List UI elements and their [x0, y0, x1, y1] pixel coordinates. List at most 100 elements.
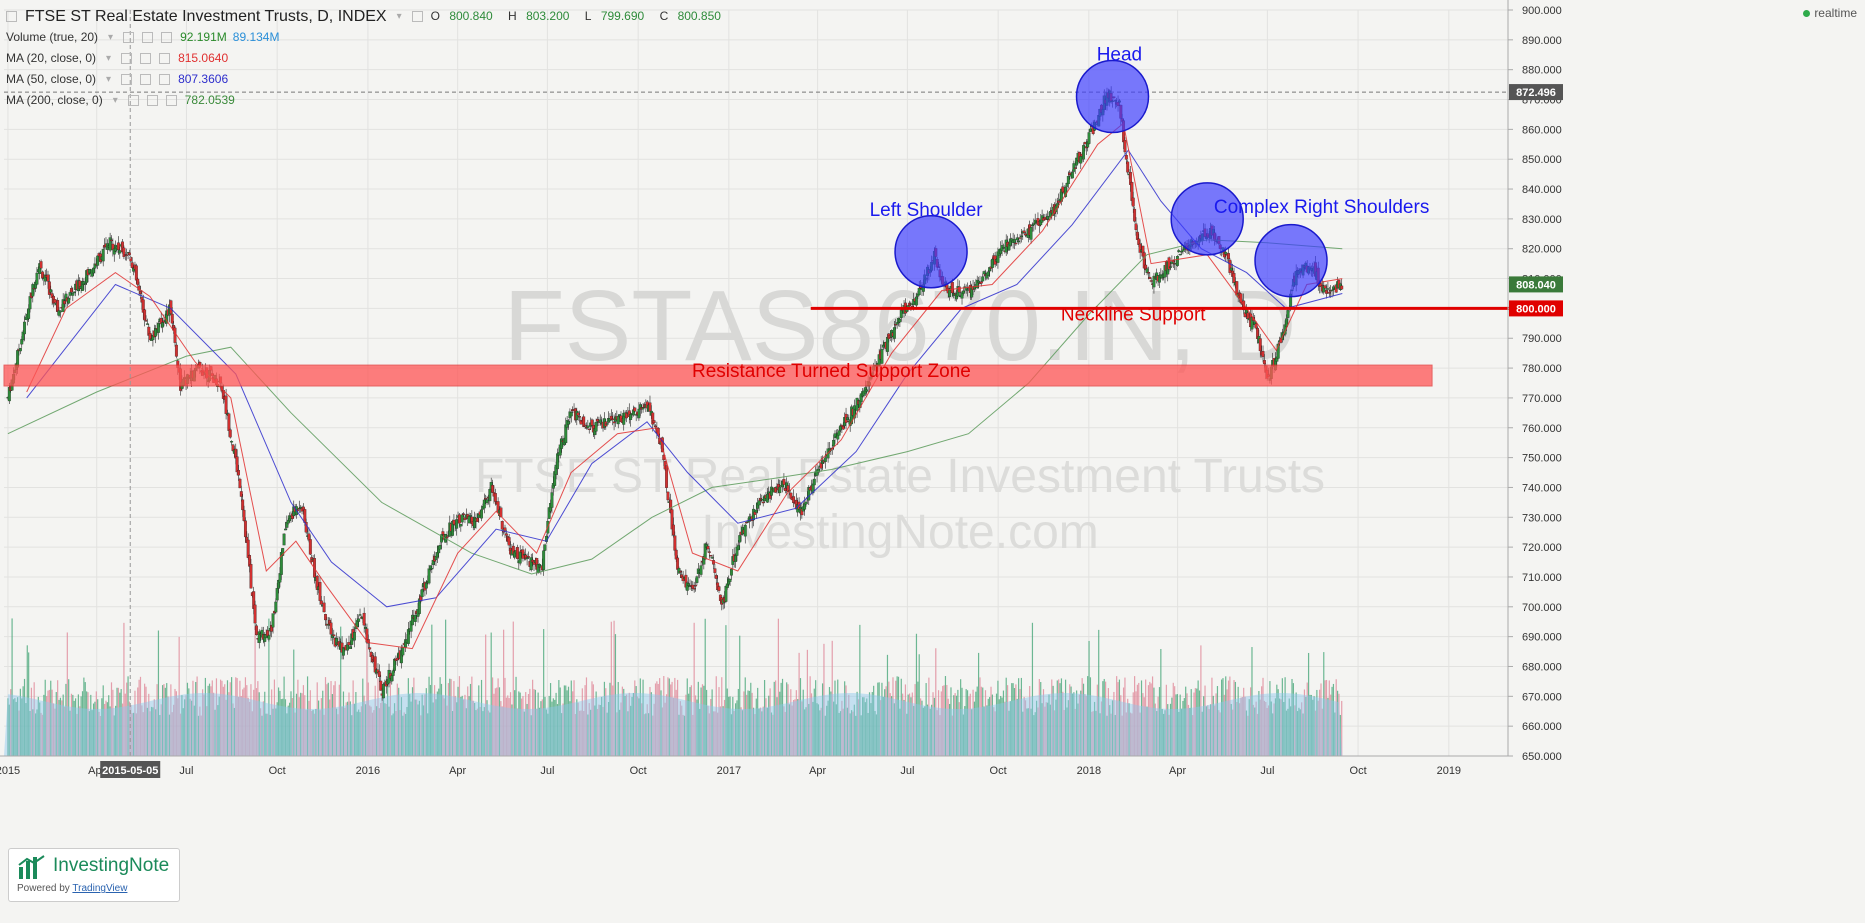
volume-bar — [884, 689, 886, 756]
eye-icon[interactable] — [121, 53, 133, 64]
volume-bar — [577, 702, 579, 756]
candle-body — [362, 612, 366, 626]
settings-icon[interactable] — [411, 11, 423, 22]
eye-icon[interactable] — [127, 95, 139, 106]
collapse-icon[interactable] — [6, 11, 17, 22]
candle-body — [237, 469, 240, 476]
close-icon[interactable] — [161, 32, 173, 43]
volume-bar — [585, 677, 588, 756]
volume-bar — [163, 684, 165, 756]
volume-bar — [246, 685, 248, 756]
volume-bar — [540, 701, 542, 756]
volume-bar — [30, 687, 33, 756]
time-axis-label: 2016 — [356, 765, 380, 777]
close-icon[interactable] — [159, 53, 171, 64]
investingnote-logo-icon — [18, 855, 45, 879]
watermark-site: InvestingNote.com — [701, 506, 1099, 559]
chevron-down-icon[interactable]: ▾ — [112, 95, 118, 106]
volume-bar — [773, 681, 775, 756]
volume-bar — [777, 618, 779, 756]
volume-bar — [58, 699, 60, 756]
volume-bar — [1183, 698, 1185, 756]
close-icon[interactable] — [159, 74, 171, 85]
tradingview-link[interactable]: TradingView — [72, 883, 128, 894]
volume-bar — [1111, 700, 1114, 756]
volume-bar — [1211, 677, 1213, 756]
candle-body — [899, 309, 903, 318]
candle-body — [364, 626, 368, 629]
indicator-ma50[interactable]: MA (50, close, 0) ▾ 807.3606 — [6, 69, 733, 90]
volume-bar — [250, 684, 252, 756]
volume-bar — [450, 679, 452, 756]
volume-bar — [119, 692, 121, 756]
candle-body — [1079, 156, 1083, 164]
volume-bar — [801, 701, 803, 756]
volume-bar — [624, 695, 626, 756]
volume-bar — [1015, 684, 1017, 756]
volume-bar — [690, 685, 693, 756]
volume-bar — [76, 713, 78, 756]
investingnote-logo[interactable]: InvestingNote Powered by TradingView — [8, 848, 180, 902]
volume-bar — [366, 630, 368, 756]
volume-bar — [331, 694, 334, 756]
volume-bar — [326, 684, 328, 756]
right-shoulder-circle-2 — [1254, 223, 1328, 298]
candle-body — [569, 412, 573, 417]
chevron-down-icon[interactable]: ▾ — [396, 11, 402, 22]
eye-icon[interactable] — [123, 32, 135, 43]
volume-bar — [929, 708, 931, 756]
volume-bar — [1053, 710, 1056, 756]
volume-bar — [1006, 685, 1009, 756]
candle-body — [35, 272, 39, 285]
volume-bar — [918, 654, 920, 756]
volume-bar — [1134, 676, 1136, 756]
volume-bar — [308, 700, 310, 756]
settings-icon[interactable] — [140, 74, 152, 85]
volume-bar — [221, 680, 223, 756]
volume-bar — [725, 625, 727, 756]
volume-bar — [25, 703, 27, 756]
volume-bar — [208, 683, 211, 756]
candle-body — [377, 671, 381, 677]
candle-body — [53, 299, 57, 303]
volume-bar — [95, 691, 97, 756]
candle-body — [543, 544, 547, 551]
candle-body — [703, 543, 707, 560]
eye-icon[interactable] — [121, 74, 133, 85]
chevron-down-icon[interactable]: ▾ — [108, 32, 114, 43]
settings-icon[interactable] — [146, 95, 158, 106]
volume-bar — [449, 678, 451, 756]
volume-bar — [1085, 696, 1087, 756]
candle-body — [1018, 237, 1022, 239]
candle-body — [1123, 139, 1127, 153]
volume-bar — [523, 711, 525, 756]
chevron-down-icon[interactable]: ▾ — [106, 74, 112, 85]
volume-bar — [775, 680, 777, 756]
candle-body — [139, 291, 142, 294]
volume-bar — [784, 711, 786, 756]
indicator-ma200[interactable]: MA (200, close, 0) ▾ 782.0539 — [6, 90, 733, 111]
settings-icon[interactable] — [142, 32, 154, 43]
time-axis-label: Oct — [269, 765, 286, 777]
volume-bar — [453, 681, 455, 756]
volume-bar — [440, 683, 443, 756]
settings-icon[interactable] — [140, 53, 152, 64]
volume-bar — [957, 689, 959, 756]
volume-bar — [1324, 680, 1326, 756]
volume-bar — [63, 706, 66, 756]
volume-bar — [80, 696, 82, 756]
indicator-volume[interactable]: Volume (true, 20) ▾ 92.191M 89.134M — [6, 27, 733, 48]
volume-bar — [454, 695, 456, 756]
annotation-label: Complex Right Shoulders — [1214, 197, 1429, 218]
close-icon[interactable] — [165, 95, 177, 106]
chevron-down-icon[interactable]: ▾ — [106, 53, 112, 64]
candle-body — [915, 296, 918, 306]
volume-bar — [1001, 697, 1003, 756]
volume-bar — [530, 715, 532, 756]
indicator-ma20[interactable]: MA (20, close, 0) ▾ 815.0640 — [6, 48, 733, 69]
volume-bar — [1147, 685, 1150, 756]
volume-bar — [26, 645, 28, 756]
volume-bar — [167, 696, 169, 756]
volume-bar — [581, 688, 583, 756]
